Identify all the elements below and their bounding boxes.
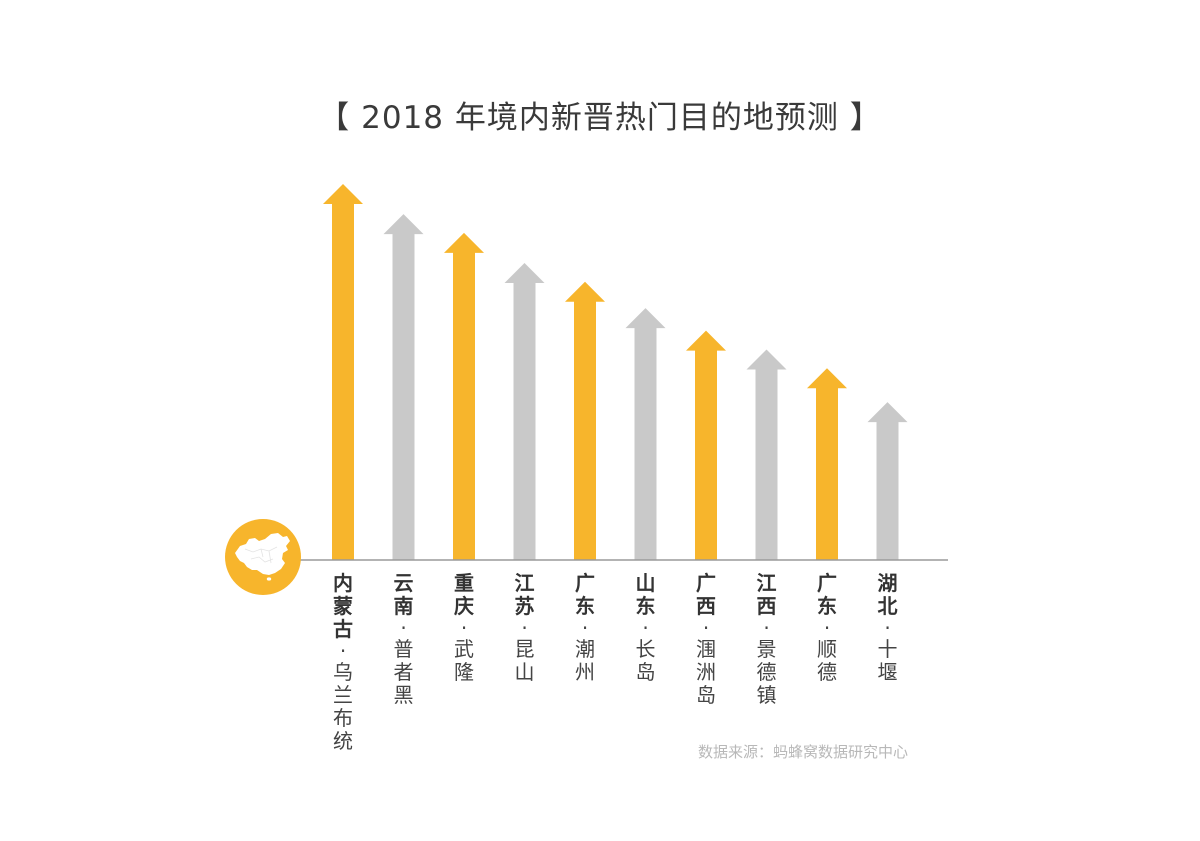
separator-dot: · xyxy=(400,616,407,640)
category-city: 潮 州 xyxy=(575,637,595,684)
bar-arrow-9 xyxy=(807,368,847,560)
chart-title: 【 2018 年境内新晋热门目的地预测 】 xyxy=(318,100,882,136)
category-label-9: 广 东 · 顺 德 xyxy=(813,572,841,684)
category-city: 长 岛 xyxy=(635,637,656,684)
category-label-4: 江 苏 · 昆 山 xyxy=(511,572,539,684)
category-province: 重 庆 xyxy=(454,571,474,618)
separator-dot: · xyxy=(460,616,468,640)
separator-dot: · xyxy=(823,616,831,640)
category-city: 景 德 镇 xyxy=(756,637,777,707)
category-label-10: 湖 北 · 十 堰 xyxy=(874,572,902,684)
china-map-icon xyxy=(225,519,301,595)
category-label-2: 云 南 · 普 者 黑 xyxy=(390,572,418,707)
category-city: 昆 山 xyxy=(514,637,535,684)
bar-arrow-6 xyxy=(625,308,666,560)
category-city: 武 隆 xyxy=(454,637,474,684)
separator-dot: · xyxy=(884,616,891,640)
separator-dot: · xyxy=(581,616,589,640)
separator-dot: · xyxy=(521,616,528,640)
bar-arrow-5 xyxy=(565,281,605,560)
category-city: 十 堰 xyxy=(877,637,898,684)
source-note: 数据来源：蚂蜂窝数据研究中心 xyxy=(698,743,909,761)
category-province: 广 东 xyxy=(817,571,837,618)
category-label-3: 重 庆 · 武 隆 xyxy=(450,572,478,684)
category-province: 广 西 xyxy=(696,571,716,618)
separator-dot: · xyxy=(642,616,649,640)
category-label-8: 江 西 · 景 德 镇 xyxy=(753,572,781,707)
category-label-1: 内 蒙 古 · 乌 兰 布 统 xyxy=(329,572,357,753)
category-province: 湖 北 xyxy=(877,571,898,618)
category-city: 顺 德 xyxy=(817,637,837,684)
bar-group xyxy=(323,184,908,560)
category-province: 云 南 xyxy=(393,571,414,618)
category-city: 普 者 黑 xyxy=(393,637,414,707)
category-province: 内 蒙 古 xyxy=(333,571,353,641)
category-city: 乌 兰 布 统 xyxy=(333,660,353,753)
bar-arrow-3 xyxy=(444,232,484,560)
category-province: 江 苏 xyxy=(514,571,535,618)
bar-arrow-10 xyxy=(867,402,908,560)
separator-dot: · xyxy=(702,616,710,640)
category-province: 山 东 xyxy=(635,571,656,618)
bar-arrow-2 xyxy=(383,214,424,560)
separator-dot: · xyxy=(763,616,770,640)
category-province: 广 东 xyxy=(575,571,595,618)
separator-dot: · xyxy=(339,639,347,663)
category-label-6: 山 东 · 长 岛 xyxy=(632,572,660,684)
bar-arrow-4 xyxy=(504,262,545,560)
category-province: 江 西 xyxy=(756,571,777,618)
category-label-7: 广 西 · 涠 洲 岛 xyxy=(692,572,720,707)
bar-arrow-7 xyxy=(686,330,726,560)
bar-arrow-8 xyxy=(746,349,787,560)
category-label-5: 广 东 · 潮 州 xyxy=(571,572,599,684)
bar-arrow-1 xyxy=(323,184,363,560)
category-city: 涠 洲 岛 xyxy=(696,637,716,707)
